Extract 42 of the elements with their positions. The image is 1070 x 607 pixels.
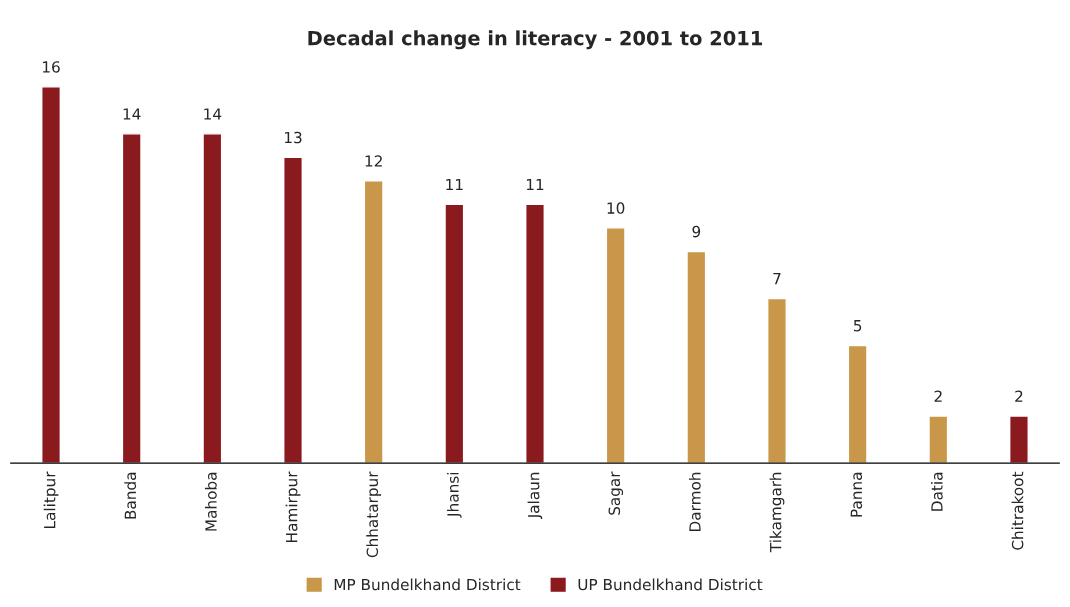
- chart-title: Decadal change in literacy - 2001 to 2011: [308, 30, 763, 50]
- x-tick-label: Chhatarpur: [366, 471, 382, 558]
- x-tick-label: Sagar: [608, 471, 624, 515]
- bar: [525, 203, 545, 464]
- x-tick-label: Chitrakoot: [1011, 471, 1024, 550]
- legend-label: MP Bundelkhand District: [334, 578, 521, 591]
- bar: [1008, 415, 1029, 464]
- x-tick-label: Lalitpur: [43, 471, 59, 528]
- bar: [767, 297, 787, 464]
- data-label: 14: [123, 108, 141, 120]
- data-label: 14: [204, 108, 222, 120]
- data-label: 12: [365, 155, 382, 167]
- data-label: 11: [526, 178, 544, 191]
- data-label: 9: [692, 225, 701, 238]
- x-tick-label: Datia: [930, 472, 943, 511]
- bar: [686, 250, 707, 464]
- data-label: 16: [42, 61, 60, 73]
- x-tick-label: Panna: [850, 472, 863, 517]
- bar: [444, 203, 465, 464]
- data-label: 13: [284, 131, 302, 144]
- x-tick-label: Mahoba: [204, 472, 217, 531]
- bar: [202, 133, 223, 464]
- x-tick-label: Jhansi: [446, 472, 462, 518]
- legend-label: UP Bundelkhand District: [578, 578, 763, 591]
- data-label: 5: [853, 320, 862, 332]
- x-tick-label: Jalaun: [527, 472, 543, 520]
- data-label: 2: [934, 390, 942, 402]
- data-label: 7: [773, 273, 781, 285]
- bar: [928, 415, 949, 464]
- data-label: 2: [1015, 390, 1023, 402]
- x-tick-label: Darmoh: [688, 472, 701, 532]
- bar: [847, 344, 868, 464]
- bar: [121, 133, 142, 464]
- x-tick-label: Hamirpur: [285, 471, 301, 542]
- bar: [41, 86, 62, 464]
- data-label: 10: [607, 202, 625, 214]
- data-label: 11: [446, 178, 463, 191]
- bar: [283, 156, 303, 464]
- x-tick-label: Tikamgarh: [769, 472, 785, 553]
- x-tick-label: Banda: [124, 472, 137, 519]
- bar: [605, 227, 626, 464]
- bar: [363, 180, 384, 464]
